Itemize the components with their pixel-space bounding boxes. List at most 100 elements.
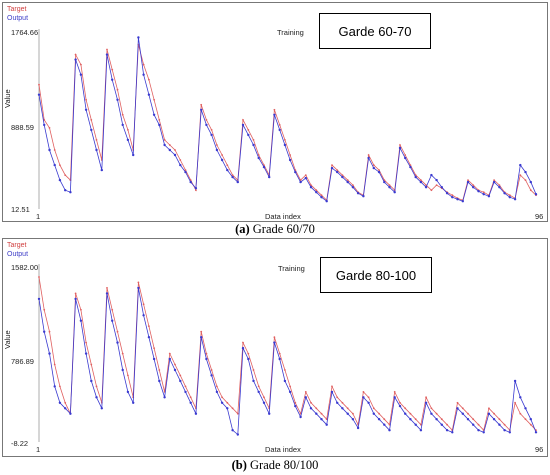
data-point-output-80 xyxy=(451,431,454,434)
data-point-target-83 xyxy=(467,179,469,182)
data-point-output-72 xyxy=(409,165,412,169)
data-point-output-88 xyxy=(492,180,496,184)
data-point-output-92 xyxy=(513,198,517,201)
data-point-target-26 xyxy=(168,144,171,146)
data-point-output-73 xyxy=(414,423,417,426)
data-point-output-12 xyxy=(95,396,98,399)
data-point-target-23 xyxy=(153,347,156,349)
data-point-target-66 xyxy=(378,169,380,172)
data-point-output-18 xyxy=(126,390,130,394)
data-point-target-53 xyxy=(310,184,312,187)
x-axis-label-a: Data index xyxy=(265,212,301,221)
data-point-target-23 xyxy=(153,98,156,101)
data-point-target-89 xyxy=(498,184,501,187)
data-point-output-55 xyxy=(320,196,323,199)
data-point-output-86 xyxy=(482,431,485,434)
data-point-target-32 xyxy=(200,103,203,106)
data-point-output-79 xyxy=(445,192,449,195)
data-point-output-26 xyxy=(168,357,171,361)
data-point-target-85 xyxy=(477,423,480,426)
data-point-output-72 xyxy=(409,418,412,421)
data-point-target-63 xyxy=(362,391,365,393)
data-point-target-48 xyxy=(284,369,286,371)
data-point-target-76 xyxy=(430,189,433,192)
data-point-output-58 xyxy=(336,401,339,404)
data-point-output-28 xyxy=(179,379,182,383)
data-point-output-41 xyxy=(247,357,250,361)
data-point-output-29 xyxy=(184,170,187,174)
data-point-output-74 xyxy=(419,180,423,184)
data-point-target-47 xyxy=(278,352,281,355)
data-point-target-71 xyxy=(404,154,407,156)
data-point-output-38 xyxy=(231,429,234,432)
data-point-output-11 xyxy=(90,379,93,383)
data-point-target-18 xyxy=(127,129,129,131)
y-tick-min-b: -8.22 xyxy=(11,439,29,448)
data-point-output-15 xyxy=(111,78,114,81)
data-point-target-37 xyxy=(226,401,229,404)
data-point-target-28 xyxy=(179,159,182,161)
data-point-output-4 xyxy=(53,163,56,167)
data-point-target-64 xyxy=(367,154,370,156)
legend-output-b: Output xyxy=(7,251,29,258)
data-point-target-8 xyxy=(74,53,77,56)
data-point-output-89 xyxy=(498,186,501,189)
data-point-target-74 xyxy=(420,179,422,182)
series-line-target xyxy=(38,276,537,432)
data-point-output-84 xyxy=(472,186,475,189)
data-point-target-84 xyxy=(472,418,475,421)
data-point-target-6 xyxy=(64,401,67,404)
data-point-output-37 xyxy=(226,168,229,172)
data-point-target-49 xyxy=(289,154,291,156)
data-point-output-11 xyxy=(90,128,93,132)
data-point-target-59 xyxy=(341,174,344,177)
caption-b: (b) Grade 80/100 xyxy=(0,458,550,473)
data-point-target-65 xyxy=(372,407,375,410)
data-point-output-38 xyxy=(231,175,234,179)
data-point-output-86 xyxy=(482,193,485,196)
y-axis-label-a: Value xyxy=(3,89,12,108)
data-point-target-61 xyxy=(352,184,354,187)
data-point-target-18 xyxy=(127,374,129,377)
data-point-output-54 xyxy=(315,412,318,415)
data-point-output-48 xyxy=(283,379,287,383)
data-point-target-92 xyxy=(514,401,516,404)
data-point-output-53 xyxy=(309,186,313,189)
data-point-output-95 xyxy=(529,180,532,184)
data-point-target-43 xyxy=(257,385,260,388)
data-point-output-6 xyxy=(64,407,67,410)
data-point-output-71 xyxy=(404,156,407,160)
data-point-output-75 xyxy=(424,401,428,404)
data-point-target-41 xyxy=(247,129,250,131)
data-point-output-10 xyxy=(84,108,88,112)
data-point-target-6 xyxy=(64,174,67,177)
data-point-output-8 xyxy=(74,58,77,61)
data-point-target-36 xyxy=(221,396,224,399)
data-point-target-64 xyxy=(367,396,370,399)
series-line-output xyxy=(38,287,537,436)
data-point-target-11 xyxy=(90,363,93,366)
data-point-output-71 xyxy=(404,412,407,415)
data-point-output-51 xyxy=(299,180,302,184)
data-point-output-75 xyxy=(424,186,428,189)
data-point-output-33 xyxy=(205,357,208,361)
data-point-target-1 xyxy=(38,83,40,86)
data-point-output-83 xyxy=(466,418,470,421)
data-point-target-10 xyxy=(85,98,87,101)
data-point-target-95 xyxy=(529,423,532,426)
data-point-output-87 xyxy=(487,412,491,415)
data-point-output-16 xyxy=(116,98,119,102)
data-point-output-66 xyxy=(377,170,381,174)
data-point-target-78 xyxy=(440,418,443,421)
data-point-output-3 xyxy=(48,352,51,355)
data-point-output-60 xyxy=(346,180,349,184)
data-point-output-82 xyxy=(461,200,464,203)
data-point-output-68 xyxy=(388,429,391,432)
data-point-target-82 xyxy=(461,407,464,410)
series-line-target xyxy=(38,44,537,202)
data-point-output-45 xyxy=(268,175,271,179)
data-point-target-55 xyxy=(320,412,323,415)
data-point-target-70 xyxy=(399,144,401,146)
data-point-output-46 xyxy=(273,341,276,344)
chart-b-svg xyxy=(37,264,538,442)
